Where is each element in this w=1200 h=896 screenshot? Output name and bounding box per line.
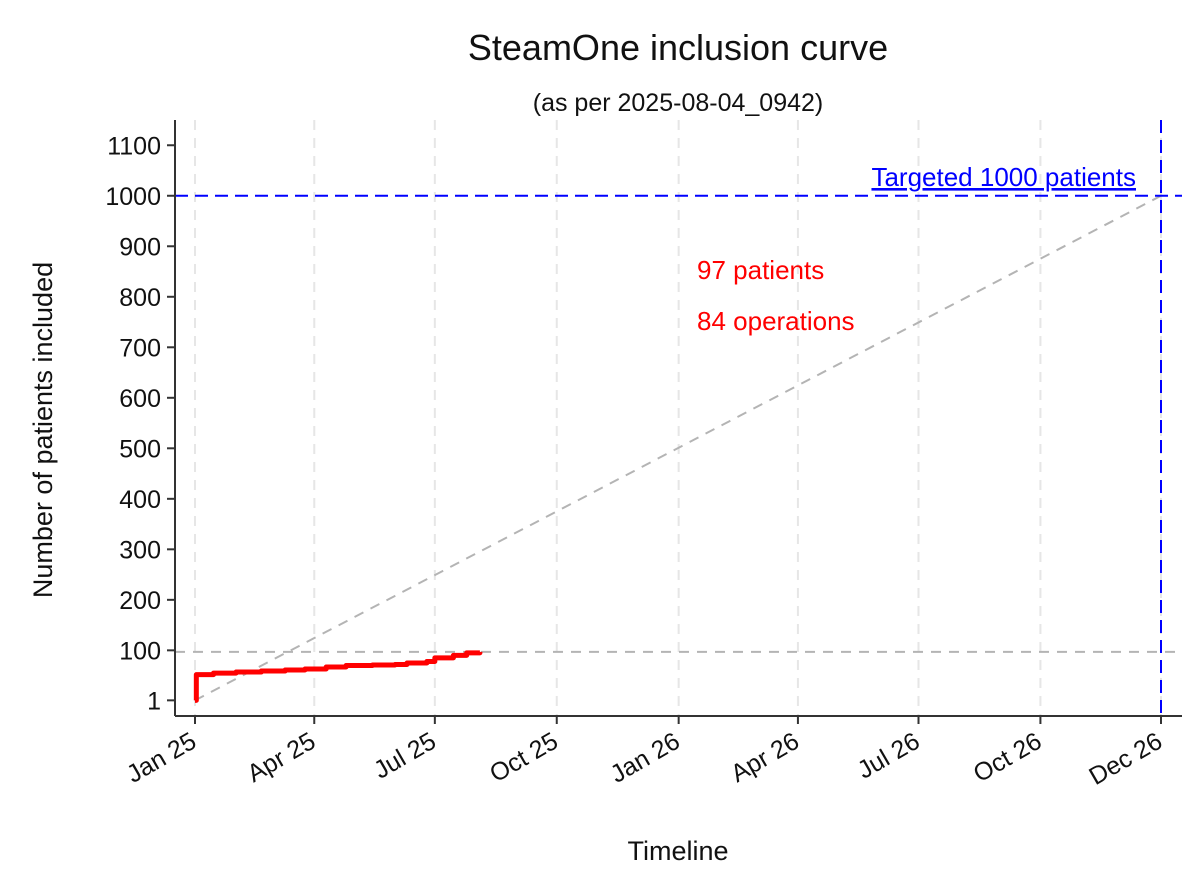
- operations-annotation: 84 operations: [697, 306, 855, 336]
- grid-layer: [194, 120, 1162, 716]
- y-axis-title: Number of patients included: [28, 262, 58, 598]
- projection-line: [194, 194, 1162, 702]
- y-tick-label: 200: [119, 587, 161, 615]
- patients-annotation: 97 patients: [697, 255, 824, 285]
- chart-subtitle: (as per 2025-08-04_0942): [533, 89, 823, 117]
- x-tick-label: Dec 26: [1084, 727, 1167, 791]
- x-tick-label: Oct 26: [969, 727, 1047, 788]
- reference-lines: [175, 120, 1182, 716]
- y-tick-label: 1: [147, 687, 161, 715]
- x-tick-label: Jan 26: [606, 727, 685, 789]
- y-tick-label: 500: [119, 435, 161, 463]
- x-tick-label: Apr 26: [726, 727, 804, 788]
- x-ticks: Jan 25 Apr 25 Jul 25 Oct 25 Jan 26 Apr 26 Jul …: [122, 716, 1167, 791]
- y-tick-label: 900: [119, 233, 161, 261]
- inclusion-series-line: [193, 650, 483, 703]
- y-tick-label: 400: [119, 486, 161, 514]
- series-layer: [193, 650, 483, 703]
- x-tick-label: Jul 26: [853, 727, 925, 785]
- y-tick-label: 300: [119, 536, 161, 564]
- x-axis-title: Timeline: [627, 836, 728, 866]
- target-annotation: Targeted 1000 patients: [871, 162, 1136, 192]
- y-tick-label: 1000: [105, 183, 161, 211]
- y-tick-label: 700: [119, 334, 161, 362]
- x-tick-label: Jan 25: [122, 727, 201, 789]
- y-tick-label: 100: [119, 637, 161, 665]
- chart-title: SteamOne inclusion curve: [468, 27, 888, 68]
- x-tick-label: Jul 25: [369, 727, 441, 785]
- y-tick-label: 600: [119, 385, 161, 413]
- y-tick-label: 800: [119, 284, 161, 312]
- x-tick-label: Apr 25: [242, 727, 320, 788]
- x-tick-label: Oct 25: [485, 727, 563, 788]
- y-tick-label: 1100: [107, 132, 161, 160]
